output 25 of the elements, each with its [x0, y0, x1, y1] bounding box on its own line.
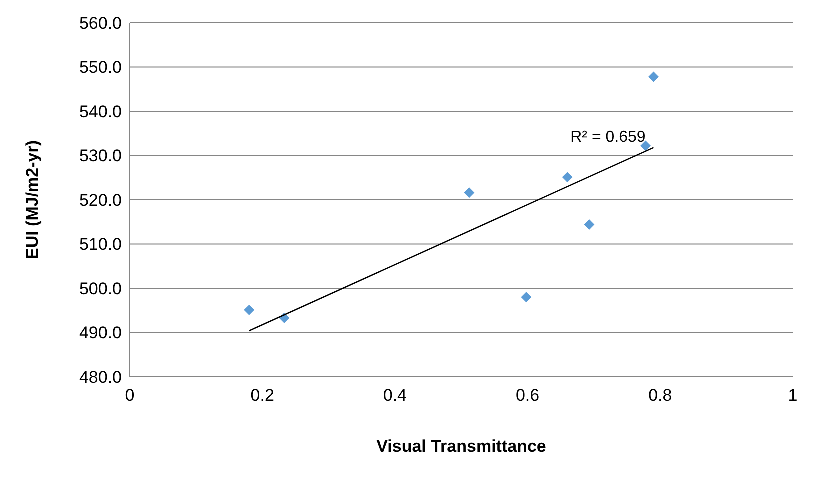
- x-tick-label: 0.2: [250, 386, 274, 405]
- y-tick-label: 540.0: [79, 102, 122, 122]
- point: [648, 72, 660, 82]
- point: [562, 172, 573, 183]
- point: [464, 188, 475, 198]
- y-tick-label: 530.0: [79, 146, 122, 166]
- x-tick-label: 0.4: [383, 386, 408, 405]
- point: [244, 304, 255, 316]
- y-tick-label: 500.0: [79, 279, 122, 298]
- point: [584, 220, 595, 230]
- y-tick-label: 510.0: [79, 235, 122, 254]
- x-tick-label: 0.8: [648, 386, 672, 405]
- y-axis-title: EUI (MJ/m2-yr): [23, 140, 42, 260]
- y-tick-label: 560.0: [79, 14, 122, 33]
- x-tick-label: 1: [788, 386, 798, 405]
- x-tick-label: 0.6: [516, 386, 540, 405]
- y-tick-label: 550.0: [79, 58, 122, 78]
- annotation: R² = 0.659: [570, 128, 646, 146]
- point: [640, 140, 652, 152]
- x-axis-title: Visual Transmittance: [376, 437, 546, 456]
- y-tick-label: 480.0: [79, 368, 122, 387]
- x-tick-label: 0: [125, 386, 135, 405]
- y-tick-label: 520.0: [79, 190, 122, 210]
- y-tick-label: 490.0: [79, 324, 122, 343]
- point: [521, 292, 532, 303]
